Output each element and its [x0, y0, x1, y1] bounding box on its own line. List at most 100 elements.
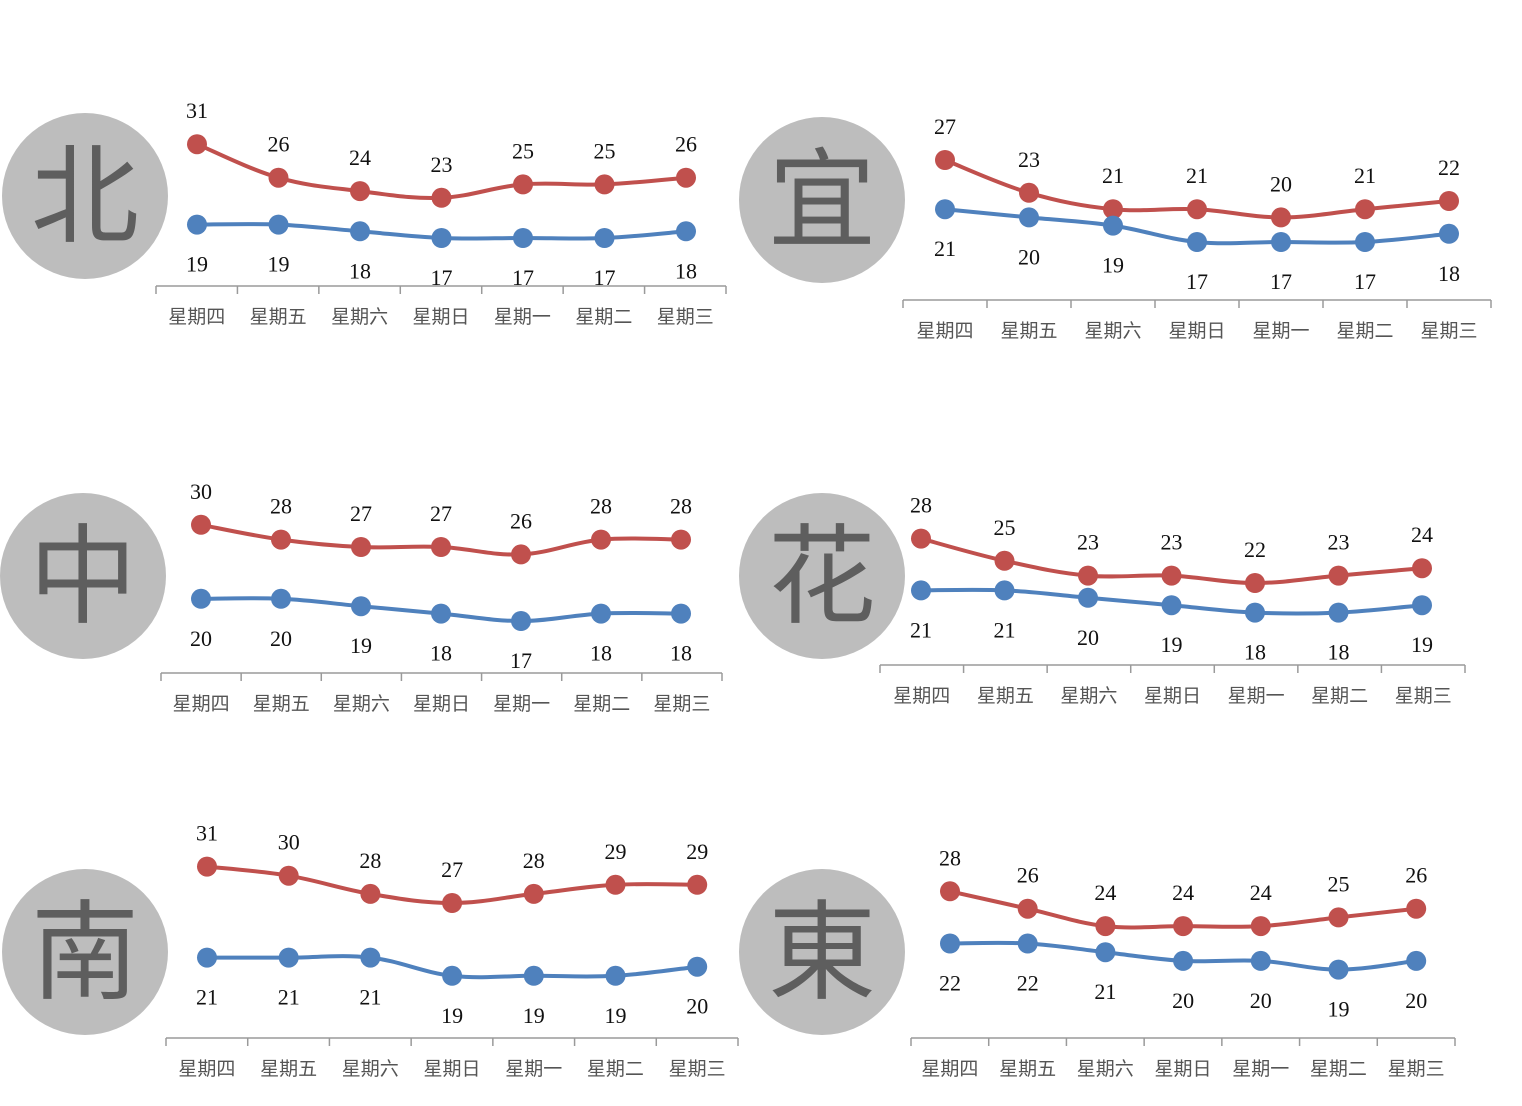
- x-tick-label: 星期日: [1154, 1058, 1211, 1080]
- high-temp-point: [605, 874, 626, 895]
- x-tick-label: 星期五: [253, 693, 310, 715]
- region-label: 東: [768, 891, 876, 1016]
- x-tick-label: 星期四: [921, 1058, 978, 1080]
- high-temp-point: [1187, 199, 1207, 220]
- low-temp-point: [1250, 950, 1271, 971]
- high-temp-label: 26: [1017, 863, 1039, 888]
- low-temp-label: 20: [1172, 988, 1194, 1013]
- low-temp-label: 20: [1077, 625, 1099, 650]
- high-temp-label: 31: [186, 98, 208, 123]
- x-tick-label: 星期三: [1395, 685, 1452, 707]
- high-temp-point: [911, 528, 931, 549]
- x-tick-label: 星期六: [331, 306, 388, 328]
- x-tick-label: 星期三: [1388, 1058, 1445, 1080]
- low-temp-label: 19: [186, 252, 208, 277]
- high-temp-label: 23: [1328, 530, 1350, 555]
- x-tick-label: 星期日: [1168, 320, 1225, 342]
- low-temp-label: 19: [441, 1003, 463, 1028]
- low-temp-label: 18: [670, 641, 692, 666]
- high-temp-label: 28: [359, 848, 381, 873]
- low-temp-label: 19: [523, 1003, 545, 1028]
- low-temp-point: [1095, 942, 1116, 963]
- low-temp-label: 17: [1270, 269, 1292, 294]
- low-temp-point: [1173, 950, 1194, 971]
- x-tick-label: 星期六: [1084, 320, 1141, 342]
- low-temp-label: 20: [686, 994, 708, 1019]
- low-temp-point: [1019, 207, 1039, 228]
- region-label: 宜: [768, 139, 876, 264]
- low-temp-label: 20: [1405, 988, 1427, 1013]
- high-temp-point: [1103, 199, 1123, 220]
- high-temp-label: 24: [1250, 880, 1272, 905]
- low-temp-point: [271, 588, 291, 609]
- region-circle: [2, 869, 168, 1035]
- low-temp-point: [935, 199, 955, 220]
- high-temp-label: 21: [1354, 163, 1376, 188]
- region-label: 中: [29, 515, 137, 640]
- low-temp-label: 20: [190, 626, 212, 651]
- low-temp-label: 17: [510, 648, 532, 673]
- high-temp-label: 23: [431, 152, 453, 177]
- x-tick-label: 星期六: [1077, 1058, 1134, 1080]
- high-temp-label: 26: [510, 508, 532, 533]
- low-temp-label: 19: [1411, 632, 1433, 657]
- low-temp-label: 18: [430, 641, 452, 666]
- x-tick-label: 星期日: [423, 1058, 480, 1080]
- high-temp-point: [1328, 565, 1349, 586]
- low-temp-point: [1406, 950, 1427, 971]
- high-temp-point: [1017, 898, 1038, 919]
- high-temp-point: [523, 883, 544, 904]
- x-tick-label: 星期日: [1144, 685, 1201, 707]
- high-temp-point: [1328, 907, 1349, 928]
- high-temp-label: 26: [268, 132, 290, 157]
- high-temp-point: [1439, 191, 1459, 211]
- low-temp-label: 21: [1094, 979, 1116, 1004]
- high-temp-label: 29: [686, 839, 708, 864]
- low-temp-point: [940, 933, 960, 954]
- high-temp-label: 21: [1186, 163, 1208, 188]
- x-tick-label: 星期六: [333, 693, 390, 715]
- low-temp-point: [1328, 959, 1349, 980]
- low-temp-point: [431, 603, 451, 624]
- low-temp-point: [1103, 215, 1123, 236]
- low-temp-point: [1187, 232, 1207, 252]
- low-temp-point: [187, 214, 207, 235]
- x-tick-label: 星期四: [178, 1058, 235, 1080]
- low-temp-label: 17: [1186, 269, 1208, 294]
- high-temp-point: [187, 134, 207, 155]
- x-tick-label: 星期一: [1252, 320, 1309, 342]
- high-temp-point: [940, 881, 960, 902]
- high-temp-point: [431, 187, 452, 208]
- low-temp-point: [511, 611, 531, 631]
- x-tick-label: 星期五: [1000, 320, 1057, 342]
- high-temp-point: [350, 181, 370, 202]
- low-temp-label: 17: [594, 265, 616, 290]
- high-temp-point: [676, 167, 696, 188]
- high-temp-label: 31: [196, 821, 218, 846]
- high-temp-label: 27: [430, 501, 452, 526]
- high-temp-label: 28: [670, 494, 692, 519]
- high-temp-point: [594, 174, 615, 195]
- low-temp-label: 20: [270, 626, 292, 651]
- high-temp-point: [687, 874, 708, 895]
- high-temp-label: 22: [1244, 537, 1266, 562]
- x-tick-label: 星期一: [494, 306, 551, 328]
- high-temp-label: 29: [605, 839, 627, 864]
- low-temp-label: 17: [512, 265, 534, 290]
- high-temp-label: 28: [939, 845, 961, 870]
- x-tick-label: 星期二: [587, 1058, 644, 1080]
- x-tick-label: 星期二: [575, 306, 632, 328]
- low-temp-point: [671, 603, 691, 624]
- low-temp-point: [1355, 232, 1375, 252]
- high-temp-label: 30: [190, 479, 212, 504]
- region-label: 南: [31, 891, 139, 1016]
- low-temp-point: [513, 228, 533, 248]
- low-temp-label: 21: [934, 236, 956, 261]
- x-tick-label: 星期二: [573, 693, 630, 715]
- low-temp-point: [1439, 223, 1459, 244]
- high-temp-point: [351, 537, 371, 557]
- high-temp-point: [1355, 199, 1375, 220]
